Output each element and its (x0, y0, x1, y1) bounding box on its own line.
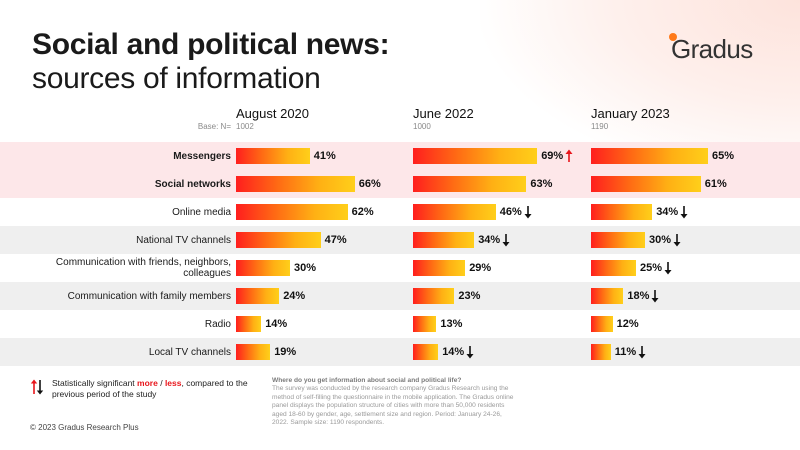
bar-august-2020-communication-with-family-members (236, 288, 280, 304)
legend-less: less (164, 378, 182, 388)
bar-june-2022-radio (413, 316, 437, 332)
gradus-logo: Gradus (667, 30, 777, 64)
value-label: 11% (614, 346, 637, 358)
value-label: 30% (294, 262, 317, 274)
value-label: 12% (616, 318, 639, 330)
copyright: © 2023 Gradus Research Plus (30, 423, 139, 432)
bar-january-2023-local-tv-channels (591, 344, 611, 360)
bar-june-2022-social-networks (413, 176, 527, 192)
bar-june-2022-online-media (413, 204, 496, 220)
bar-june-2022-messengers (413, 148, 538, 164)
legend-text-before: Statistically significant (52, 378, 138, 388)
bar-january-2023-online-media (591, 204, 653, 220)
bar-june-2022-communication-with-friends-neighbors-colleagues (413, 260, 466, 276)
significant-decrease-arrow-icon (680, 206, 688, 219)
bar-august-2020-messengers (236, 148, 310, 164)
bar-june-2022-local-tv-channels (413, 344, 439, 360)
value-label: 14% (265, 318, 288, 330)
category-label-online-media: Online media (172, 206, 231, 218)
value-label: 66% (358, 178, 381, 190)
significant-decrease-arrow-icon (524, 206, 532, 219)
period-header-june-2022: June 2022 (413, 106, 474, 121)
category-label-social-networks: Social networks (154, 178, 231, 190)
value-label: 34% (478, 234, 501, 246)
category-label-national-tv-channels: National TV channels (136, 234, 231, 246)
base-label: Base: N= (197, 122, 231, 131)
significant-increase-arrow-icon (565, 149, 573, 162)
value-label: 34% (656, 206, 679, 218)
value-label: 69% (541, 150, 564, 162)
survey-methodology-note: The survey was conducted by the research… (272, 385, 514, 426)
category-label-communication-with-family-members: Communication with family members (67, 290, 231, 302)
bar-january-2023-communication-with-family-members (591, 288, 624, 304)
value-label: 62% (351, 206, 374, 218)
bar-june-2022-national-tv-channels (413, 232, 475, 248)
bar-august-2020-local-tv-channels (236, 344, 271, 360)
logo-text: Gradus (671, 34, 753, 64)
value-label: 23% (458, 290, 481, 302)
period-header-january-2023: January 2023 (591, 106, 670, 121)
logo-dot-icon (669, 33, 677, 41)
significance-legend: Statistically significant more / less, c… (52, 378, 262, 400)
bar-january-2023-radio (591, 316, 613, 332)
value-label: 25% (640, 262, 663, 274)
base-size-january-2023: 1190 (591, 122, 609, 131)
value-label: 47% (324, 234, 347, 246)
base-size-june-2022: 1000 (413, 122, 431, 131)
base-size-august-2020: 1002 (236, 122, 254, 131)
significant-decrease-arrow-icon (651, 290, 659, 303)
value-label: 61% (704, 178, 727, 190)
value-label: 46% (499, 206, 522, 218)
value-label: 13% (440, 318, 463, 330)
legend-text-after: , compared to the previous period of the… (52, 378, 248, 399)
value-label: 14% (442, 346, 465, 358)
row-background (0, 226, 800, 254)
chart-subtitle: sources of information (32, 62, 321, 95)
significant-decrease-arrow-icon (466, 346, 474, 359)
row-background (0, 338, 800, 366)
significant-decrease-arrow-icon (638, 346, 646, 359)
bar-august-2020-national-tv-channels (236, 232, 321, 248)
value-label: 18% (627, 290, 650, 302)
category-label-messengers: Messengers (173, 150, 231, 162)
bar-january-2023-communication-with-friends-neighbors-colleagues (591, 260, 636, 276)
significant-decrease-arrow-icon (502, 234, 510, 247)
survey-question: Where do you get information about socia… (272, 377, 462, 384)
period-header-august-2020: August 2020 (236, 106, 310, 121)
category-label-local-tv-channels: Local TV channels (148, 346, 231, 358)
bar-january-2023-social-networks (591, 176, 701, 192)
bar-january-2023-messengers (591, 148, 708, 164)
category-label-radio: Radio (204, 318, 231, 330)
value-label: 24% (283, 290, 306, 302)
legend-more: more (137, 378, 158, 388)
legend-sep: / (157, 378, 165, 388)
bar-august-2020-communication-with-friends-neighbors-colleagues (236, 260, 290, 276)
value-label: 29% (469, 262, 492, 274)
row-background (0, 282, 800, 310)
chart-title: Social and political news: (32, 28, 390, 61)
category-label-communication-with-friends-neighbors-colleagues: Communication with friends, neighbors, c… (55, 257, 231, 279)
value-label: 63% (530, 178, 553, 190)
bar-june-2022-communication-with-family-members (413, 288, 455, 304)
significance-arrows-icon (30, 379, 44, 395)
bar-january-2023-national-tv-channels (591, 232, 645, 248)
value-label: 30% (649, 234, 672, 246)
value-label: 65% (712, 150, 735, 162)
value-label: 19% (274, 346, 297, 358)
bar-august-2020-radio (236, 316, 262, 332)
significant-decrease-arrow-icon (673, 234, 681, 247)
bar-august-2020-social-networks (236, 176, 355, 192)
bar-august-2020-online-media (236, 204, 348, 220)
significant-decrease-arrow-icon (664, 262, 672, 275)
value-label: 41% (313, 150, 336, 162)
